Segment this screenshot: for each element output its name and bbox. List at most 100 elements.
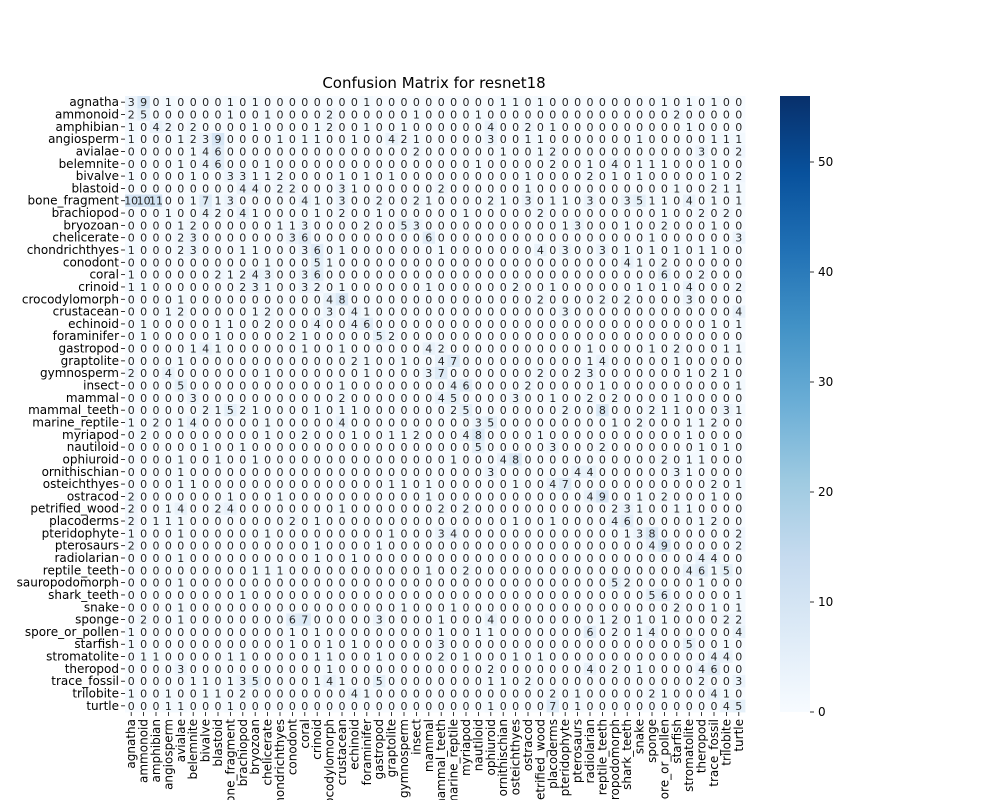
cell-value: 0 — [611, 219, 618, 232]
cell-value: 1 — [165, 700, 172, 713]
cell-value: 0 — [636, 651, 643, 664]
cell-value: 0 — [500, 700, 507, 713]
heatmap-cell — [509, 96, 523, 109]
cell-value: 0 — [673, 589, 680, 602]
cell-value: 0 — [735, 256, 742, 269]
cell-value: 0 — [128, 219, 135, 232]
cell-value: 0 — [301, 367, 308, 380]
cell-value: 0 — [326, 416, 333, 429]
cell-value: 0 — [537, 527, 544, 540]
cell-value: 5 — [723, 564, 730, 577]
cell-value: 0 — [549, 540, 556, 553]
cell-value: 0 — [239, 158, 246, 171]
cell-value: 0 — [587, 133, 594, 146]
cell-value: 0 — [611, 318, 618, 331]
cell-value: 0 — [190, 330, 197, 343]
cell-value: 0 — [463, 108, 470, 121]
cell-value: 2 — [277, 182, 284, 195]
cell-value: 0 — [128, 429, 135, 442]
cell-value: 0 — [339, 552, 346, 565]
cell-value: 0 — [363, 244, 370, 257]
cell-value: 0 — [487, 232, 494, 245]
cell-value: 1 — [351, 404, 358, 417]
cell-value: 2 — [698, 269, 705, 282]
cell-value: 0 — [339, 638, 346, 651]
cell-value: 0 — [562, 466, 569, 479]
cell-value: 0 — [587, 380, 594, 393]
heatmap-cell — [385, 96, 399, 109]
cell-value: 1 — [363, 367, 370, 380]
cell-value: 0 — [450, 490, 457, 503]
cell-value: 0 — [277, 343, 284, 356]
cell-value: 1 — [661, 158, 668, 171]
cell-value: 0 — [351, 170, 358, 183]
cell-value: 0 — [599, 675, 606, 688]
cell-value: 0 — [227, 688, 234, 701]
cell-value: 0 — [277, 688, 284, 701]
cell-value: 0 — [264, 121, 271, 134]
heatmap-cell — [596, 96, 609, 109]
cell-value: 0 — [512, 244, 519, 257]
cell-value: 0 — [153, 466, 160, 479]
cell-value: 0 — [140, 170, 147, 183]
cell-value: 0 — [165, 108, 172, 121]
cell-value: 0 — [537, 503, 544, 516]
cell-value: 0 — [686, 182, 693, 195]
cell-value: 4 — [587, 490, 594, 503]
cell-value: 0 — [562, 552, 569, 565]
cell-value: 2 — [190, 219, 197, 232]
cell-value: 1 — [264, 564, 271, 577]
heatmap-cell — [298, 120, 312, 134]
cell-value: 0 — [512, 195, 519, 208]
cell-value: 0 — [289, 503, 296, 516]
cell-value: 1 — [711, 564, 718, 577]
cell-value: 0 — [636, 330, 643, 343]
cell-value: 0 — [140, 232, 147, 245]
cell-value: 0 — [363, 392, 370, 405]
cell-value: 0 — [500, 318, 507, 331]
cell-value: 0 — [698, 293, 705, 306]
cell-value: 0 — [153, 404, 160, 417]
cell-value: 0 — [153, 158, 160, 171]
cell-value: 0 — [686, 490, 693, 503]
cell-value: 0 — [450, 552, 457, 565]
cell-value: 0 — [301, 96, 308, 109]
cell-value: 0 — [711, 330, 718, 343]
cell-value: 0 — [636, 269, 643, 282]
cell-value: 4 — [351, 306, 358, 319]
cell-value: 0 — [500, 380, 507, 393]
cell-value: 0 — [487, 441, 494, 454]
cell-value: 0 — [165, 626, 172, 639]
cell-value: 0 — [611, 182, 618, 195]
cell-value: 0 — [252, 589, 259, 602]
cell-value: 0 — [599, 133, 606, 146]
cell-value: 0 — [649, 145, 656, 158]
heatmap-cell — [323, 96, 337, 109]
cell-value: 2 — [611, 663, 618, 676]
cell-value: 0 — [252, 700, 259, 713]
cell-value: 0 — [177, 490, 184, 503]
cell-value: 0 — [611, 688, 618, 701]
cell-value: 0 — [190, 281, 197, 294]
cell-value: 0 — [587, 527, 594, 540]
cell-value: 0 — [277, 527, 284, 540]
cell-value: 0 — [351, 392, 358, 405]
cell-value: 0 — [487, 577, 494, 590]
cell-value: 4 — [202, 158, 209, 171]
cell-value: 0 — [487, 688, 494, 701]
cell-value: 0 — [140, 343, 147, 356]
cell-value: 2 — [388, 330, 395, 343]
cell-value: 0 — [537, 614, 544, 627]
cell-value: 1 — [215, 688, 222, 701]
heatmap-cell — [323, 108, 337, 122]
cell-value: 0 — [277, 367, 284, 380]
cell-value: 1 — [475, 626, 482, 639]
cell-value: 1 — [376, 651, 383, 664]
cell-value: 0 — [500, 577, 507, 590]
cell-value: 0 — [252, 466, 259, 479]
cell-value: 0 — [723, 158, 730, 171]
heatmap-cell — [348, 132, 361, 146]
cell-value: 0 — [673, 145, 680, 158]
cell-value: 0 — [463, 343, 470, 356]
cell-value: 0 — [735, 392, 742, 405]
